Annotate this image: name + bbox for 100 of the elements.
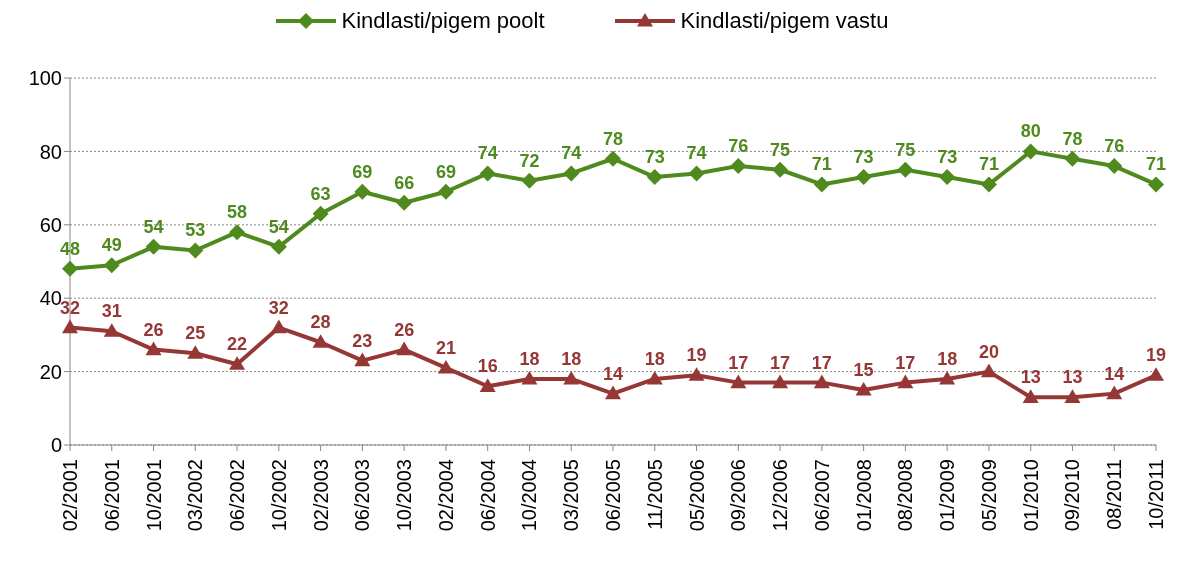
data-label: 17 — [770, 352, 791, 373]
point — [646, 370, 663, 385]
data-label: 26 — [143, 319, 164, 340]
point — [939, 370, 956, 385]
data-label: 18 — [644, 348, 665, 369]
data-label: 69 — [435, 161, 456, 182]
data-label: 17 — [811, 352, 832, 373]
point — [855, 381, 872, 396]
point — [103, 323, 120, 337]
point — [145, 238, 162, 255]
data-label: 73 — [853, 147, 874, 168]
point — [855, 169, 872, 186]
x-tick-label: 10/2011 — [1145, 459, 1167, 530]
x-tick-label: 01/2010 — [1019, 459, 1042, 532]
point — [521, 370, 538, 385]
data-label: 69 — [352, 161, 373, 182]
x-tick-label: 10/2003 — [393, 459, 416, 532]
point — [897, 161, 914, 178]
point — [1022, 389, 1039, 403]
point — [1106, 158, 1123, 175]
x-tick-label: 05/2006 — [685, 459, 708, 532]
data-label: 78 — [1062, 128, 1083, 149]
data-label: 14 — [602, 363, 624, 384]
point — [980, 363, 997, 378]
data-label: 74 — [686, 143, 707, 164]
data-label: 19 — [1145, 345, 1167, 366]
point — [62, 319, 78, 334]
point — [1064, 150, 1081, 167]
x-tick-label: 09/2010 — [1061, 459, 1084, 532]
x-tick-label: 05/2009 — [977, 459, 1000, 532]
x-tick-label: 02/2001 — [59, 459, 81, 532]
point — [772, 374, 789, 389]
point — [1106, 385, 1123, 400]
data-label: 75 — [770, 139, 791, 160]
x-tick-label: 02/2004 — [434, 459, 457, 532]
y-tick-label: 0 — [50, 434, 62, 457]
data-label: 66 — [394, 172, 415, 193]
point — [1148, 367, 1164, 381]
point — [270, 238, 287, 255]
point — [813, 176, 830, 193]
data-label: 53 — [185, 220, 206, 241]
data-label: 58 — [227, 202, 248, 223]
data-label: 73 — [644, 147, 665, 168]
point — [688, 165, 705, 182]
point — [354, 352, 371, 367]
point — [229, 224, 246, 241]
point — [396, 341, 413, 356]
point — [1022, 143, 1039, 160]
data-label: 13 — [1020, 367, 1041, 388]
data-label: 74 — [477, 143, 498, 164]
point — [688, 367, 705, 381]
x-tick-label: 01/2008 — [852, 459, 875, 532]
data-label: 16 — [477, 356, 498, 377]
data-label: 49 — [101, 235, 122, 256]
x-tick-label: 10/2004 — [518, 459, 541, 532]
x-tick-label: 06/2001 — [100, 459, 123, 532]
point — [312, 334, 329, 348]
data-label: 31 — [101, 301, 122, 322]
point — [396, 194, 413, 211]
data-label: 17 — [728, 352, 749, 373]
x-tick-label: 06/2004 — [476, 459, 499, 532]
data-label: 54 — [268, 216, 289, 237]
y-tick-label: 40 — [39, 287, 62, 310]
y-tick-label: 20 — [39, 360, 62, 383]
point — [103, 257, 120, 274]
point — [229, 356, 246, 370]
data-label: 21 — [435, 337, 456, 358]
data-label: 76 — [1104, 136, 1125, 157]
data-label: 14 — [1104, 363, 1125, 384]
x-tick-label: 02/2003 — [309, 459, 332, 532]
point — [187, 345, 204, 359]
point — [563, 165, 580, 182]
data-label: 72 — [519, 150, 540, 171]
data-label: 71 — [811, 154, 832, 175]
data-label: 74 — [561, 143, 582, 164]
x-tick-label: 08/2008 — [894, 459, 917, 532]
point — [1148, 176, 1164, 193]
x-tick-label: 06/2002 — [226, 459, 249, 532]
y-tick-label: 80 — [39, 140, 62, 163]
point — [437, 359, 454, 374]
x-tick-label: 10/2001 — [142, 459, 165, 532]
point — [437, 183, 454, 200]
y-tick-label: 100 — [28, 67, 62, 90]
point — [730, 158, 747, 175]
data-label: 17 — [895, 352, 916, 373]
x-tick-label: 06/2003 — [351, 459, 374, 532]
point — [479, 165, 496, 182]
data-label: 48 — [59, 238, 81, 259]
point — [145, 341, 162, 356]
data-label: 71 — [1145, 154, 1167, 175]
x-tick-label: 10/2002 — [267, 459, 290, 532]
point — [605, 385, 621, 400]
x-tick-label: 03/2005 — [560, 459, 583, 532]
point — [187, 242, 204, 259]
point — [270, 319, 287, 334]
point — [813, 374, 830, 389]
data-label: 15 — [853, 359, 874, 380]
point — [939, 169, 956, 186]
point — [730, 374, 747, 389]
data-label: 76 — [728, 136, 749, 157]
